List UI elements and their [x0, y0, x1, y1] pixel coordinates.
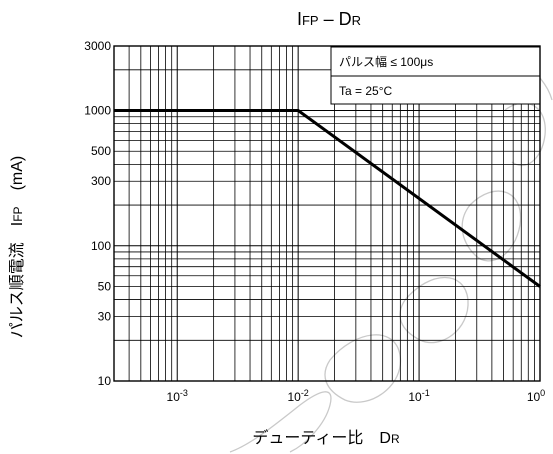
x-tick-label: 10-3	[167, 388, 188, 404]
y-tick-label: 3000	[84, 39, 111, 53]
grid	[114, 46, 540, 381]
y-tick-label: 500	[91, 144, 111, 158]
series-line	[114, 109, 541, 288]
y-tick-label: 50	[98, 279, 112, 293]
chart-title: IFP – DR	[297, 9, 361, 29]
x-tick-label: 10-2	[287, 388, 308, 404]
annotation-box: パルス幅 ≤ 100μs Ta = 25°C	[330, 46, 541, 105]
plot-frame	[113, 45, 541, 382]
x-axis-label: デューティー比 DR	[252, 428, 400, 447]
series	[114, 109, 541, 288]
y-tick-label: 1000	[84, 104, 111, 118]
y-tick-label: 30	[98, 309, 112, 323]
y-tick-label: 100	[91, 239, 111, 253]
x-tick-label: 100	[527, 388, 545, 404]
annotation-pulse-width: パルス幅 ≤ 100μs	[339, 54, 433, 69]
y-tick-label: 10	[98, 374, 112, 388]
y-axis-label: パルス順電流 IFP (mA)	[8, 156, 26, 338]
y-tick-labels: 3000 1000 500 300 100 50 30 10	[84, 39, 111, 388]
x-tick-labels: 10-3 10-2 10-1 100	[167, 388, 546, 404]
x-tick-label: 10-1	[408, 388, 429, 404]
annotation-temperature: Ta = 25°C	[339, 84, 392, 98]
y-tick-label: 300	[91, 174, 111, 188]
